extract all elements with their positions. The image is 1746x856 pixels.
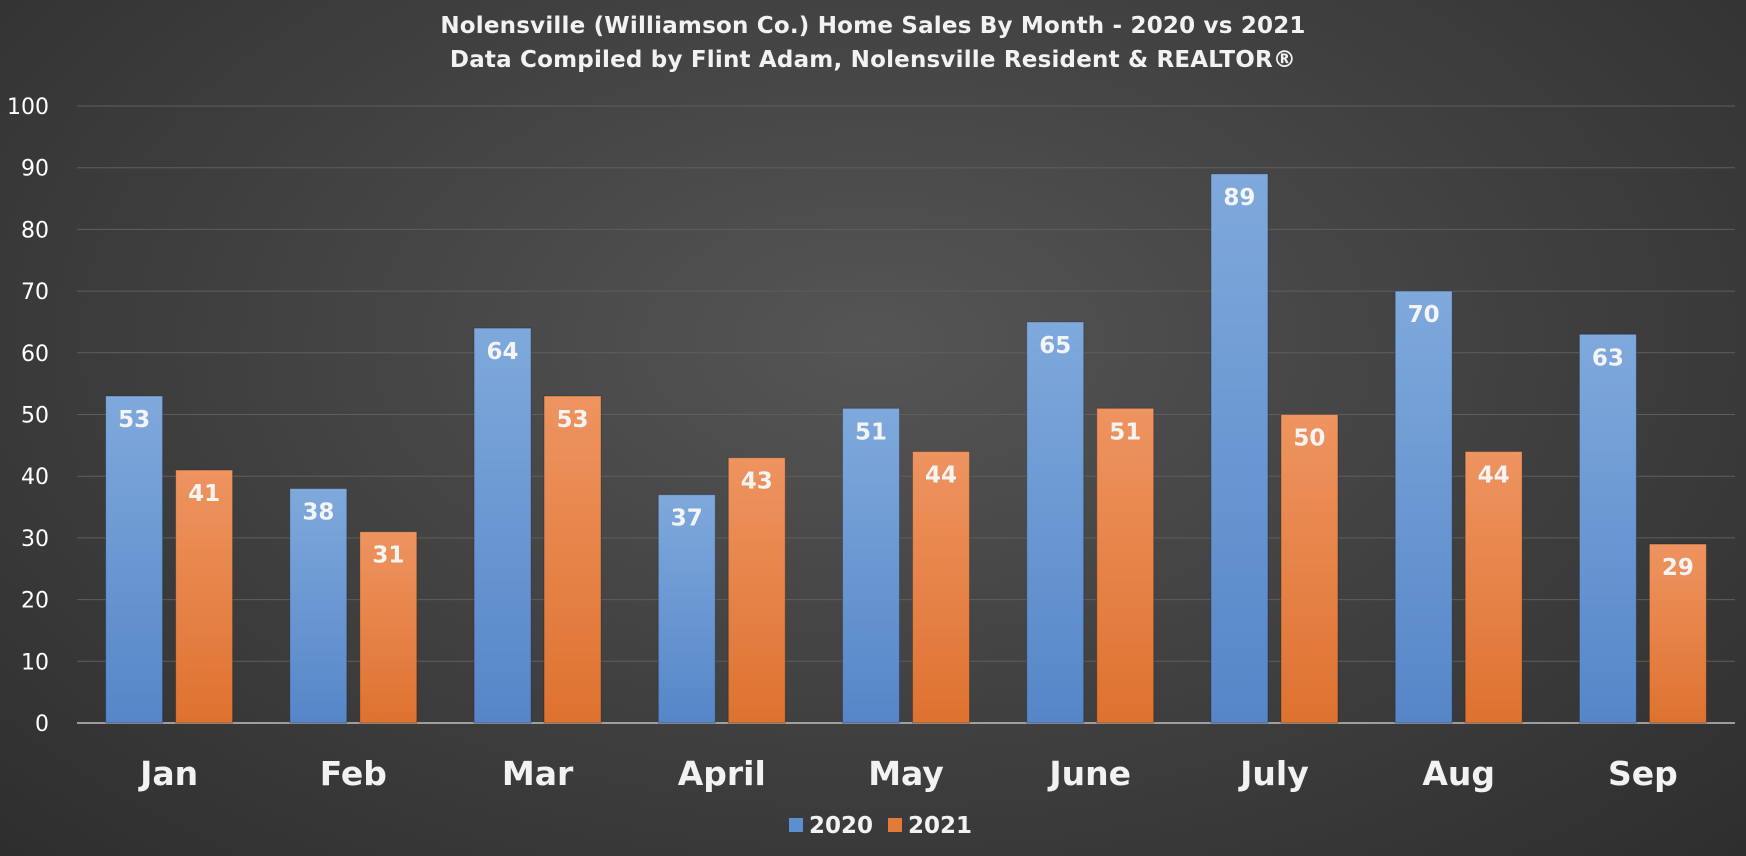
x-tick-label: Feb [320, 754, 387, 793]
x-tick-label: Aug [1422, 754, 1495, 793]
y-tick-label: 30 [21, 527, 49, 552]
x-tick-label: July [1238, 754, 1309, 793]
y-tick-label: 20 [21, 589, 49, 614]
bar-2021-april [727, 457, 786, 724]
data-label: 65 [1039, 333, 1071, 359]
data-label: 50 [1293, 426, 1325, 452]
bar-2021-aug [1464, 451, 1523, 724]
bar-2020-april [657, 494, 716, 724]
bar-2021-feb [359, 531, 418, 724]
bar-2021-june [1096, 407, 1155, 724]
legend-label-2020: 2020 [809, 813, 873, 839]
y-tick-label: 50 [21, 404, 49, 429]
y-tick-label: 40 [21, 465, 49, 490]
x-tick-label: Sep [1608, 754, 1678, 793]
x-tick-label: Mar [502, 754, 574, 793]
y-tick-label: 90 [21, 157, 49, 182]
data-label: 51 [1109, 419, 1141, 445]
chart-subtitle: Data Compiled by Flint Adam, Nolensville… [449, 47, 1297, 73]
data-label: 37 [671, 506, 703, 532]
chart-title: Nolensville (Williamson Co.) Home Sales … [440, 13, 1306, 39]
data-label: 51 [855, 419, 887, 445]
data-label: 43 [741, 469, 773, 495]
data-label: 53 [118, 407, 150, 433]
bar-2020-may [842, 407, 900, 724]
legend-swatch-2020 [789, 818, 803, 832]
data-label: 41 [188, 481, 220, 507]
x-tick-label: June [1047, 754, 1131, 793]
data-label: 53 [557, 407, 589, 433]
data-label: 64 [487, 339, 519, 365]
x-tick-label: Jan [138, 754, 198, 793]
bar-2020-jan [105, 395, 164, 724]
y-tick-label: 70 [21, 280, 49, 305]
bar-2020-sep [1578, 333, 1637, 724]
legend-label-2021: 2021 [908, 813, 972, 839]
y-tick-label: 100 [7, 95, 49, 120]
y-tick-label: 80 [21, 218, 49, 243]
y-tick-label: 60 [21, 342, 49, 367]
data-label: 70 [1408, 302, 1440, 328]
bar-2021-july [1280, 414, 1339, 724]
bar-2020-july [1210, 173, 1269, 724]
data-label: 63 [1592, 345, 1624, 371]
bar-2020-feb [289, 488, 348, 724]
bar-2020-june [1026, 321, 1085, 724]
bar-2020-mar [473, 327, 532, 724]
data-label: 44 [1478, 463, 1510, 489]
bar-2021-jan [175, 469, 234, 724]
data-label: 44 [925, 463, 957, 489]
y-tick-label: 0 [35, 712, 49, 737]
x-tick-label: May [868, 754, 944, 793]
legend-swatch-2021 [888, 818, 902, 832]
bar-2021-may [912, 451, 970, 724]
y-tick-label: 10 [21, 650, 49, 675]
x-tick-label: April [678, 754, 766, 793]
data-label: 31 [372, 543, 404, 569]
data-label: 89 [1223, 185, 1255, 211]
bar-2020-aug [1394, 290, 1453, 724]
bar-2021-mar [543, 395, 602, 724]
bar-2021-sep [1648, 543, 1707, 724]
data-label: 38 [302, 500, 334, 526]
data-label: 29 [1662, 555, 1694, 581]
